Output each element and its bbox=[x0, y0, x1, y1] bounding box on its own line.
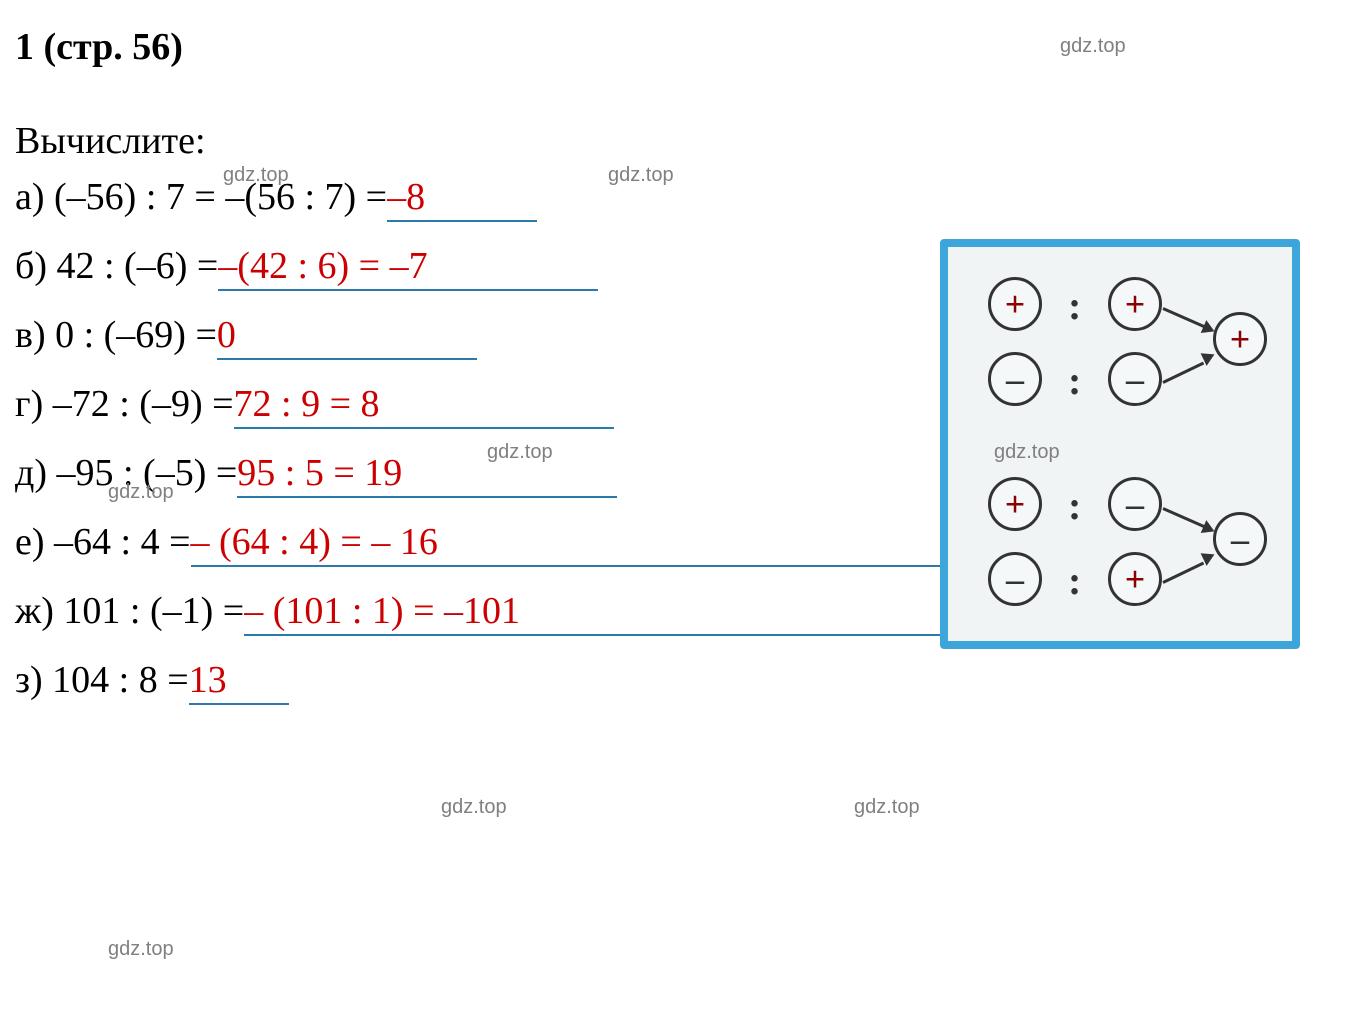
instruction-text: Вычислите: bbox=[15, 119, 1330, 163]
problem-answer: 72 : 9 = 8 bbox=[234, 382, 614, 429]
page-header: 1 (стр. 56) bbox=[15, 25, 1330, 69]
problem-answer: 0 bbox=[217, 313, 477, 360]
minus-circle: – bbox=[988, 552, 1042, 606]
watermark: gdz.top bbox=[487, 441, 553, 464]
problem-label: а) (–56) : 7 = –(56 : 7) = bbox=[15, 175, 387, 219]
division-colon: : bbox=[1068, 357, 1081, 404]
problem-row: з) 104 : 8 = 13 bbox=[15, 658, 1330, 705]
minus-circle: – bbox=[988, 352, 1042, 406]
plus-circle: + bbox=[1108, 277, 1162, 331]
problem-label: е) –64 : 4 = bbox=[15, 520, 191, 564]
problem-label: в) 0 : (–69) = bbox=[15, 313, 217, 357]
minus-circle: – bbox=[1108, 477, 1162, 531]
watermark: gdz.top bbox=[854, 796, 920, 819]
plus-circle: + bbox=[988, 477, 1042, 531]
minus-circle: – bbox=[1108, 352, 1162, 406]
arrow-line bbox=[1162, 561, 1204, 583]
content-area: Вычислите: а) (–56) : 7 = –(56 : 7) = –8… bbox=[15, 119, 1330, 705]
watermark: gdz.top bbox=[108, 481, 174, 504]
plus-icon: + bbox=[1125, 558, 1146, 600]
watermark: gdz.top bbox=[108, 938, 174, 961]
arrow-line bbox=[1162, 507, 1204, 528]
problem-label: ж) 101 : (–1) = bbox=[15, 589, 244, 633]
division-colon: : bbox=[1068, 282, 1081, 329]
problem-answer: 13 bbox=[189, 658, 289, 705]
arrow-line bbox=[1162, 307, 1204, 328]
plus-icon: + bbox=[1005, 483, 1026, 525]
minus-icon: – bbox=[1126, 483, 1144, 525]
watermark: gdz.top bbox=[1060, 35, 1126, 58]
problem-label: г) –72 : (–9) = bbox=[15, 382, 234, 426]
division-colon: : bbox=[1068, 557, 1081, 604]
problem-answer: –8 bbox=[387, 175, 537, 222]
minus-icon: – bbox=[1126, 358, 1144, 400]
minus-circle: – bbox=[1213, 512, 1267, 566]
plus-icon: + bbox=[1005, 283, 1026, 325]
plus-icon: + bbox=[1230, 318, 1251, 360]
plus-icon: + bbox=[1125, 283, 1146, 325]
problem-label: б) 42 : (–6) = bbox=[15, 244, 218, 288]
watermark: gdz.top bbox=[608, 164, 674, 187]
problem-answer: 95 : 5 = 19 bbox=[237, 451, 617, 498]
minus-icon: – bbox=[1231, 518, 1249, 560]
arrow-line bbox=[1162, 361, 1204, 383]
minus-icon: – bbox=[1006, 558, 1024, 600]
problem-label: з) 104 : 8 = bbox=[15, 658, 189, 702]
plus-circle: + bbox=[1108, 552, 1162, 606]
problem-answer: –(42 : 6) = –7 bbox=[218, 244, 598, 291]
watermark: gdz.top bbox=[223, 164, 289, 187]
division-colon: : bbox=[1068, 482, 1081, 529]
minus-icon: – bbox=[1006, 358, 1024, 400]
plus-circle: + bbox=[988, 277, 1042, 331]
plus-circle: + bbox=[1213, 312, 1267, 366]
watermark: gdz.top bbox=[441, 796, 507, 819]
watermark: gdz.top bbox=[994, 441, 1060, 464]
